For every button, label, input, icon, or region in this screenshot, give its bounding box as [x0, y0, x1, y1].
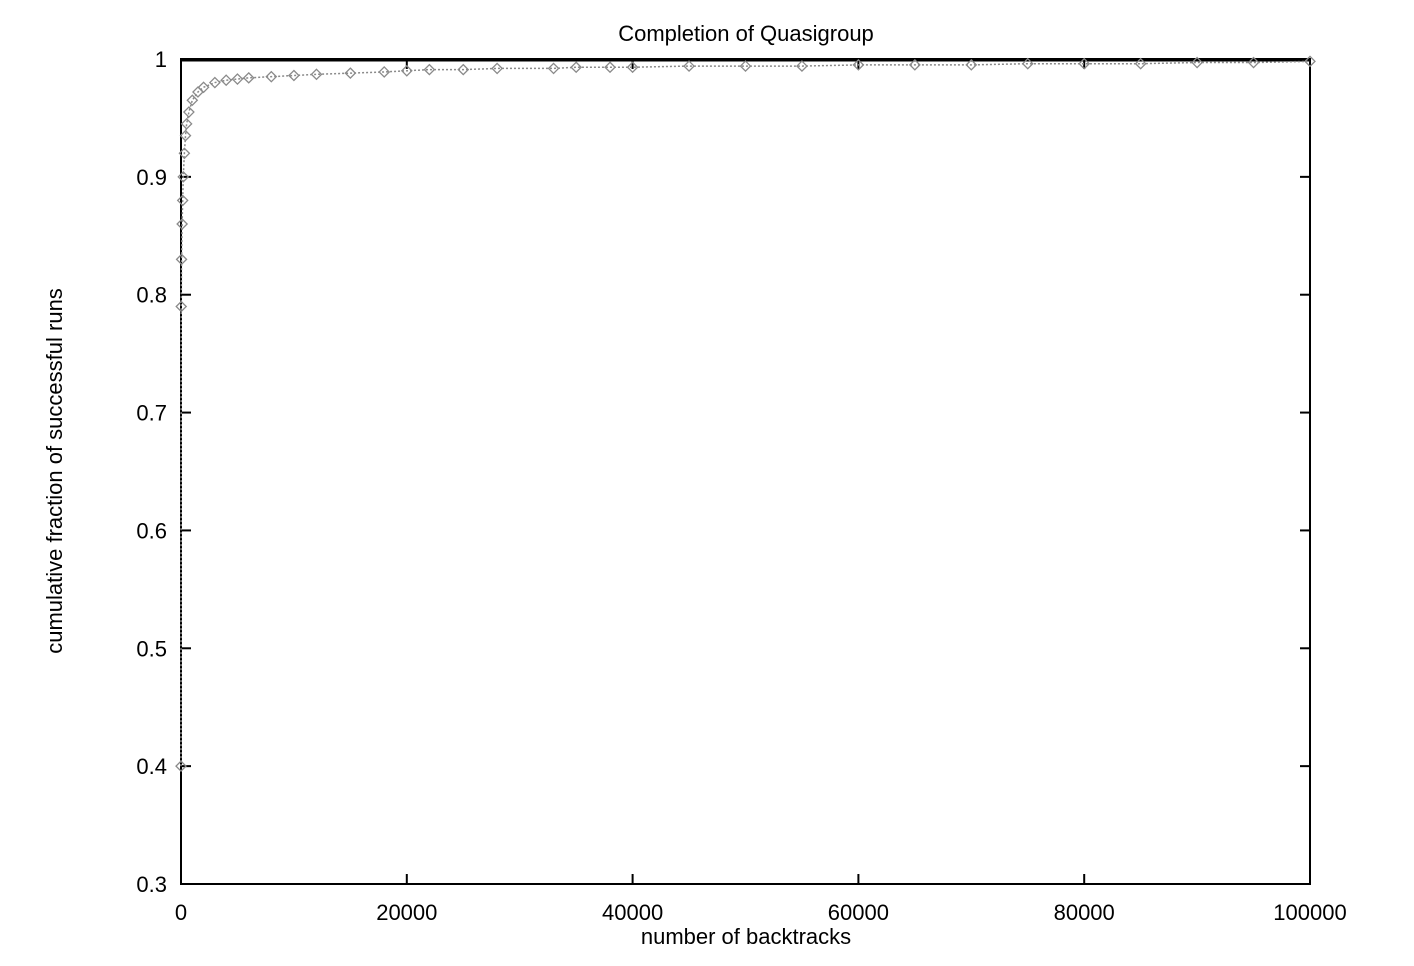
x-axis: 0 20000 40000 60000 80000 100000 [175, 59, 1347, 925]
data-point [176, 218, 189, 230]
data-point [1021, 57, 1034, 70]
x-tick-label: 40000 [602, 900, 663, 925]
data-point [1304, 55, 1316, 68]
y-tick-label: 0.9 [136, 165, 167, 190]
data-point [180, 117, 193, 130]
data-point [242, 71, 255, 84]
x-axis-label: number of backtracks [641, 924, 851, 949]
data-point [177, 170, 190, 183]
data-point [547, 62, 560, 75]
data-point [197, 81, 210, 94]
data-point [604, 61, 616, 74]
data-point [182, 106, 195, 118]
x-tick-label: 0 [175, 900, 187, 925]
data-point [626, 61, 639, 74]
x-tick-label: 80000 [1054, 900, 1115, 925]
x-tick-label: 60000 [828, 900, 889, 925]
y-tick-label: 0.4 [136, 754, 167, 779]
data-point [796, 60, 808, 72]
data-point [175, 760, 187, 773]
data-point [965, 58, 978, 71]
data-point [1247, 56, 1260, 69]
y-tick-label: 0.8 [136, 283, 167, 308]
y-tick-label: 0.5 [136, 636, 167, 661]
x-tick-label: 100000 [1273, 900, 1346, 925]
data-point [186, 94, 199, 107]
y-tick-label: 0.6 [136, 518, 167, 543]
data-point [208, 76, 221, 89]
data-point [220, 74, 233, 87]
data-point [570, 61, 583, 74]
data-point [1078, 57, 1091, 70]
data-point [287, 69, 300, 82]
data-point [457, 63, 470, 76]
data-point [400, 64, 413, 77]
chart-title: Completion of Quasigroup [618, 21, 874, 46]
data-point [175, 300, 188, 313]
y-axis-label: cumulative fraction of successful runs [42, 288, 67, 654]
data-point [423, 63, 436, 76]
series-layer [175, 55, 1316, 773]
y-tick-label: 1 [155, 47, 167, 72]
data-point [178, 147, 191, 160]
data-point [179, 129, 192, 142]
data-point [683, 60, 695, 72]
data-point [1134, 57, 1147, 70]
y-tick-label: 0.3 [136, 872, 167, 897]
data-point [852, 58, 865, 71]
plot-frame [180, 58, 1311, 885]
y-axis: 0.3 0.4 0.5 0.6 0.7 0.8 0.9 1 [136, 47, 1310, 897]
data-point [739, 60, 752, 72]
data-point [176, 194, 189, 207]
y-tick-label: 0.7 [136, 401, 167, 426]
data-point [175, 253, 188, 266]
data-point [265, 70, 278, 83]
data-point [491, 62, 504, 75]
x-tick-label: 20000 [376, 900, 437, 925]
data-point [310, 68, 323, 81]
data-point [1191, 56, 1204, 69]
data-point [231, 73, 244, 85]
data-point [344, 67, 357, 80]
data-point [908, 58, 921, 71]
series-line [180, 60, 1311, 767]
data-point [378, 66, 391, 78]
